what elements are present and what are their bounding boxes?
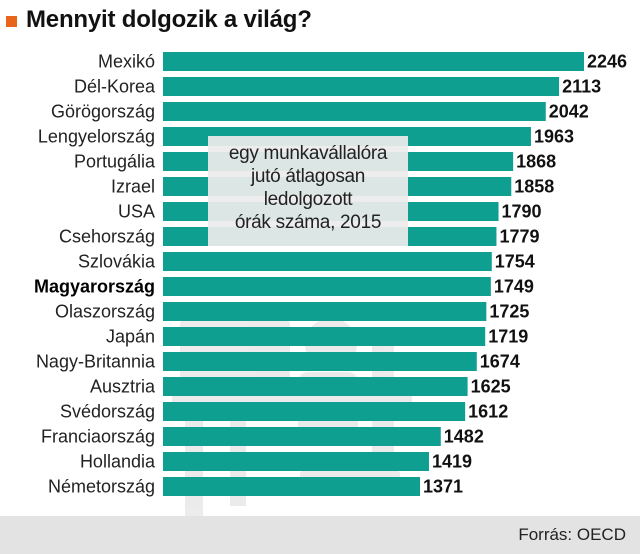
category-label: Hollandia <box>80 452 156 472</box>
bar <box>163 277 491 296</box>
annotation-line: órák száma, 2015 <box>234 212 382 233</box>
value-label: 1754 <box>495 252 535 272</box>
bar <box>163 377 468 396</box>
value-label: 1612 <box>468 402 508 422</box>
annotation-line: jutó átlagosan <box>250 166 366 187</box>
value-label: 1868 <box>516 152 556 172</box>
category-label: Görögország <box>51 102 155 122</box>
source-credit: Forrás: OECD <box>518 525 626 544</box>
title-bar: Mennyit dolgozik a világ? <box>0 0 640 40</box>
bar <box>163 252 492 271</box>
category-label: Magyarország <box>34 277 155 297</box>
bar <box>163 77 560 96</box>
category-label: Szlovákia <box>78 252 156 272</box>
bar <box>163 327 486 346</box>
bar <box>163 302 487 321</box>
bar <box>163 427 441 446</box>
annotation-line: ledolgozott <box>263 189 353 210</box>
value-label: 1725 <box>489 302 529 322</box>
category-label: Lengyelország <box>38 127 155 147</box>
value-label: 1674 <box>480 352 520 372</box>
value-label: 1419 <box>432 452 472 472</box>
bar <box>163 102 546 121</box>
bar <box>163 52 584 71</box>
value-label: 1625 <box>471 377 511 397</box>
footer-bar: Forrás: OECD <box>0 516 640 554</box>
title-accent-square <box>6 16 17 27</box>
value-label: 2042 <box>549 102 589 122</box>
bar-chart: Mexikó 2246 Dél-Korea 2113 Görögország 2042 Le… <box>34 52 627 516</box>
annotation-line: egy munkavállalóra <box>228 143 388 164</box>
category-label: USA <box>118 202 155 222</box>
value-label: 1779 <box>499 227 539 247</box>
value-label: 1749 <box>494 277 534 297</box>
category-label: Svédország <box>60 402 155 422</box>
value-label: 1858 <box>514 177 554 197</box>
category-label: Ausztria <box>90 377 156 397</box>
category-label: Dél-Korea <box>74 77 156 97</box>
bar <box>163 352 477 371</box>
category-label: Olaszország <box>55 302 155 322</box>
bar <box>163 452 429 471</box>
category-label: Izrael <box>111 177 155 197</box>
value-label: 2246 <box>587 52 627 72</box>
value-label: 1719 <box>488 327 528 347</box>
value-label: 1371 <box>423 477 463 497</box>
category-label: Nagy-Britannia <box>36 352 156 372</box>
chart-title: Mennyit dolgozik a világ? <box>26 6 312 33</box>
category-label: Németország <box>48 477 155 497</box>
annotation-box: egy munkavállalóra jutó átlagosan ledolg… <box>208 136 408 246</box>
value-label: 1482 <box>444 427 484 447</box>
value-label: 1963 <box>534 127 574 147</box>
bar <box>163 402 466 421</box>
value-label: 1790 <box>502 202 542 222</box>
category-label: Franciaország <box>41 427 155 447</box>
bar <box>163 477 420 496</box>
category-label: Csehország <box>59 227 155 247</box>
value-label: 2113 <box>562 77 601 97</box>
category-label: Japán <box>106 327 155 347</box>
category-label: Mexikó <box>98 52 155 72</box>
category-label: Portugália <box>74 152 156 172</box>
